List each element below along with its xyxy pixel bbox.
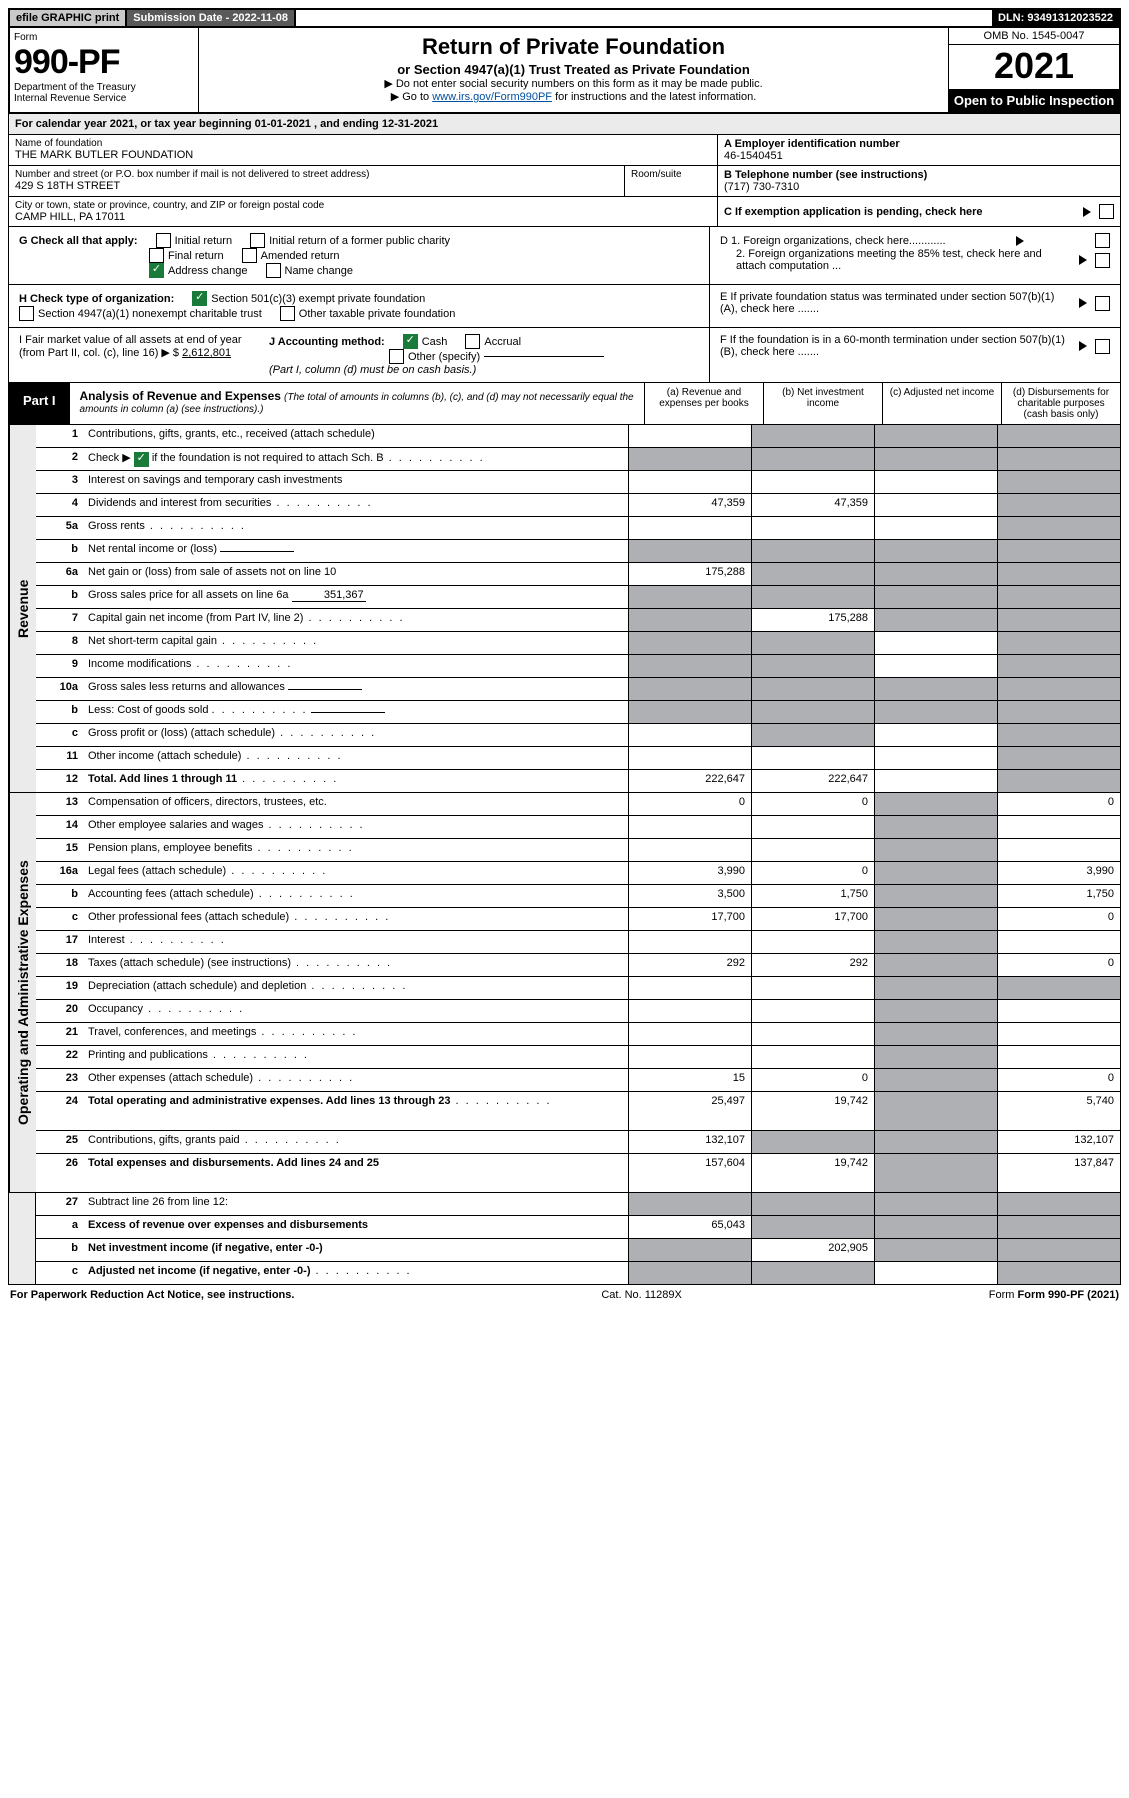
irs-label: Internal Revenue Service <box>14 93 194 104</box>
part1-tab: Part I <box>9 383 70 424</box>
d1-checkbox[interactable] <box>1095 233 1110 248</box>
initial-return-checkbox[interactable] <box>156 233 171 248</box>
e-label: E If private foundation status was termi… <box>720 291 1071 315</box>
omb-number: OMB No. 1545-0047 <box>949 28 1119 45</box>
form-title: Return of Private Foundation <box>203 34 944 60</box>
c-label: C If exemption application is pending, c… <box>724 206 1075 218</box>
form-ref: Form Form 990-PF (2021) <box>989 1289 1119 1301</box>
calendar-year-row: For calendar year 2021, or tax year begi… <box>8 114 1121 135</box>
cash-checkbox[interactable]: ✓ <box>403 334 418 349</box>
c-checkbox[interactable] <box>1099 204 1114 219</box>
revenue-table: Revenue 1Contributions, gifts, grants, e… <box>8 425 1121 793</box>
street-address: 429 S 18TH STREET <box>15 180 618 192</box>
tax-year: 2021 <box>949 45 1119 89</box>
final-return-checkbox[interactable] <box>149 248 164 263</box>
fmv-value: 2,612,801 <box>182 347 231 359</box>
e-checkbox[interactable] <box>1095 296 1110 311</box>
ij-section: I Fair market value of all assets at end… <box>8 328 1121 383</box>
name-label: Name of foundation <box>15 138 711 149</box>
page-footer: For Paperwork Reduction Act Notice, see … <box>8 1285 1121 1305</box>
pointer-icon <box>1079 298 1087 308</box>
other-taxable-checkbox[interactable] <box>280 306 295 321</box>
cat-no: Cat. No. 11289X <box>601 1289 682 1301</box>
goto-note: ▶ Go to www.irs.gov/Form990PF for instru… <box>203 90 944 103</box>
expenses-table: Operating and Administrative Expenses 13… <box>8 793 1121 1193</box>
name-change-checkbox[interactable] <box>266 263 281 278</box>
irs-link[interactable]: www.irs.gov/Form990PF <box>432 91 552 103</box>
ein-label: A Employer identification number <box>724 138 900 150</box>
d2-checkbox[interactable] <box>1095 253 1110 268</box>
city-row: City or town, state or province, country… <box>8 197 1121 227</box>
tel-value: (717) 730-7310 <box>724 181 1114 193</box>
col-a-header: (a) Revenue and expenses per books <box>645 383 764 424</box>
open-public: Open to Public Inspection <box>949 89 1119 112</box>
4947a1-checkbox[interactable] <box>19 306 34 321</box>
top-bar: efile GRAPHIC print Submission Date - 20… <box>8 8 1121 28</box>
dln: DLN: 93491312023522 <box>992 10 1119 26</box>
h-label: H Check type of organization: <box>19 293 174 305</box>
pointer-icon <box>1083 207 1091 217</box>
pointer-icon <box>1079 341 1087 351</box>
tel-label: B Telephone number (see instructions) <box>724 169 927 181</box>
schb-checkbox[interactable]: ✓ <box>134 452 149 467</box>
pointer-icon <box>1016 236 1024 246</box>
form-label: Form <box>14 32 194 43</box>
f-label: F If the foundation is in a 60-month ter… <box>720 334 1071 358</box>
part1-title: Analysis of Revenue and Expenses <box>80 389 281 403</box>
j-label: J Accounting method: <box>269 336 385 348</box>
col-b-header: (b) Net investment income <box>764 383 883 424</box>
amended-return-checkbox[interactable] <box>242 248 257 263</box>
form-header: Form 990-PF Department of the Treasury I… <box>8 28 1121 114</box>
d1-label: D 1. Foreign organizations, check here..… <box>720 235 946 247</box>
h-section: H Check type of organization: ✓Section 5… <box>8 285 1121 328</box>
foundation-name: THE MARK BUTLER FOUNDATION <box>15 149 711 161</box>
room-label: Room/suite <box>631 169 711 180</box>
form-number: 990-PF <box>14 43 194 82</box>
form-subtitle: or Section 4947(a)(1) Trust Treated as P… <box>203 62 944 77</box>
address-row: Number and street (or P.O. box number if… <box>8 166 1121 197</box>
dept-label: Department of the Treasury <box>14 82 194 93</box>
city-value: CAMP HILL, PA 17011 <box>15 211 711 223</box>
efile-label[interactable]: efile GRAPHIC print <box>10 10 127 26</box>
j-note: (Part I, column (d) must be on cash basi… <box>269 364 476 376</box>
501c3-checkbox[interactable]: ✓ <box>192 291 207 306</box>
line27-table: 27Subtract line 26 from line 12: aExcess… <box>8 1193 1121 1285</box>
addr-label: Number and street (or P.O. box number if… <box>15 169 618 180</box>
ssn-note: ▶ Do not enter social security numbers o… <box>203 77 944 90</box>
submission-date: Submission Date - 2022-11-08 <box>127 10 296 26</box>
accrual-checkbox[interactable] <box>465 334 480 349</box>
g-label: G Check all that apply: <box>19 235 138 247</box>
initial-public-checkbox[interactable] <box>250 233 265 248</box>
d2-label: 2. Foreign organizations meeting the 85%… <box>736 248 1071 272</box>
other-method-checkbox[interactable] <box>389 349 404 364</box>
part1-header: Part I Analysis of Revenue and Expenses … <box>8 383 1121 425</box>
col-c-header: (c) Adjusted net income <box>883 383 1002 424</box>
g-section: G Check all that apply: Initial return I… <box>8 227 1121 285</box>
pra-notice: For Paperwork Reduction Act Notice, see … <box>10 1289 294 1301</box>
address-change-checkbox[interactable]: ✓ <box>149 263 164 278</box>
city-label: City or town, state or province, country… <box>15 200 711 211</box>
pointer-icon <box>1079 255 1087 265</box>
ein-value: 46-1540451 <box>724 150 1114 162</box>
name-row: Name of foundation THE MARK BUTLER FOUND… <box>8 135 1121 166</box>
col-d-header: (d) Disbursements for charitable purpose… <box>1002 383 1120 424</box>
revenue-sidebar: Revenue <box>9 425 36 792</box>
f-checkbox[interactable] <box>1095 339 1110 354</box>
expenses-sidebar: Operating and Administrative Expenses <box>9 793 36 1192</box>
